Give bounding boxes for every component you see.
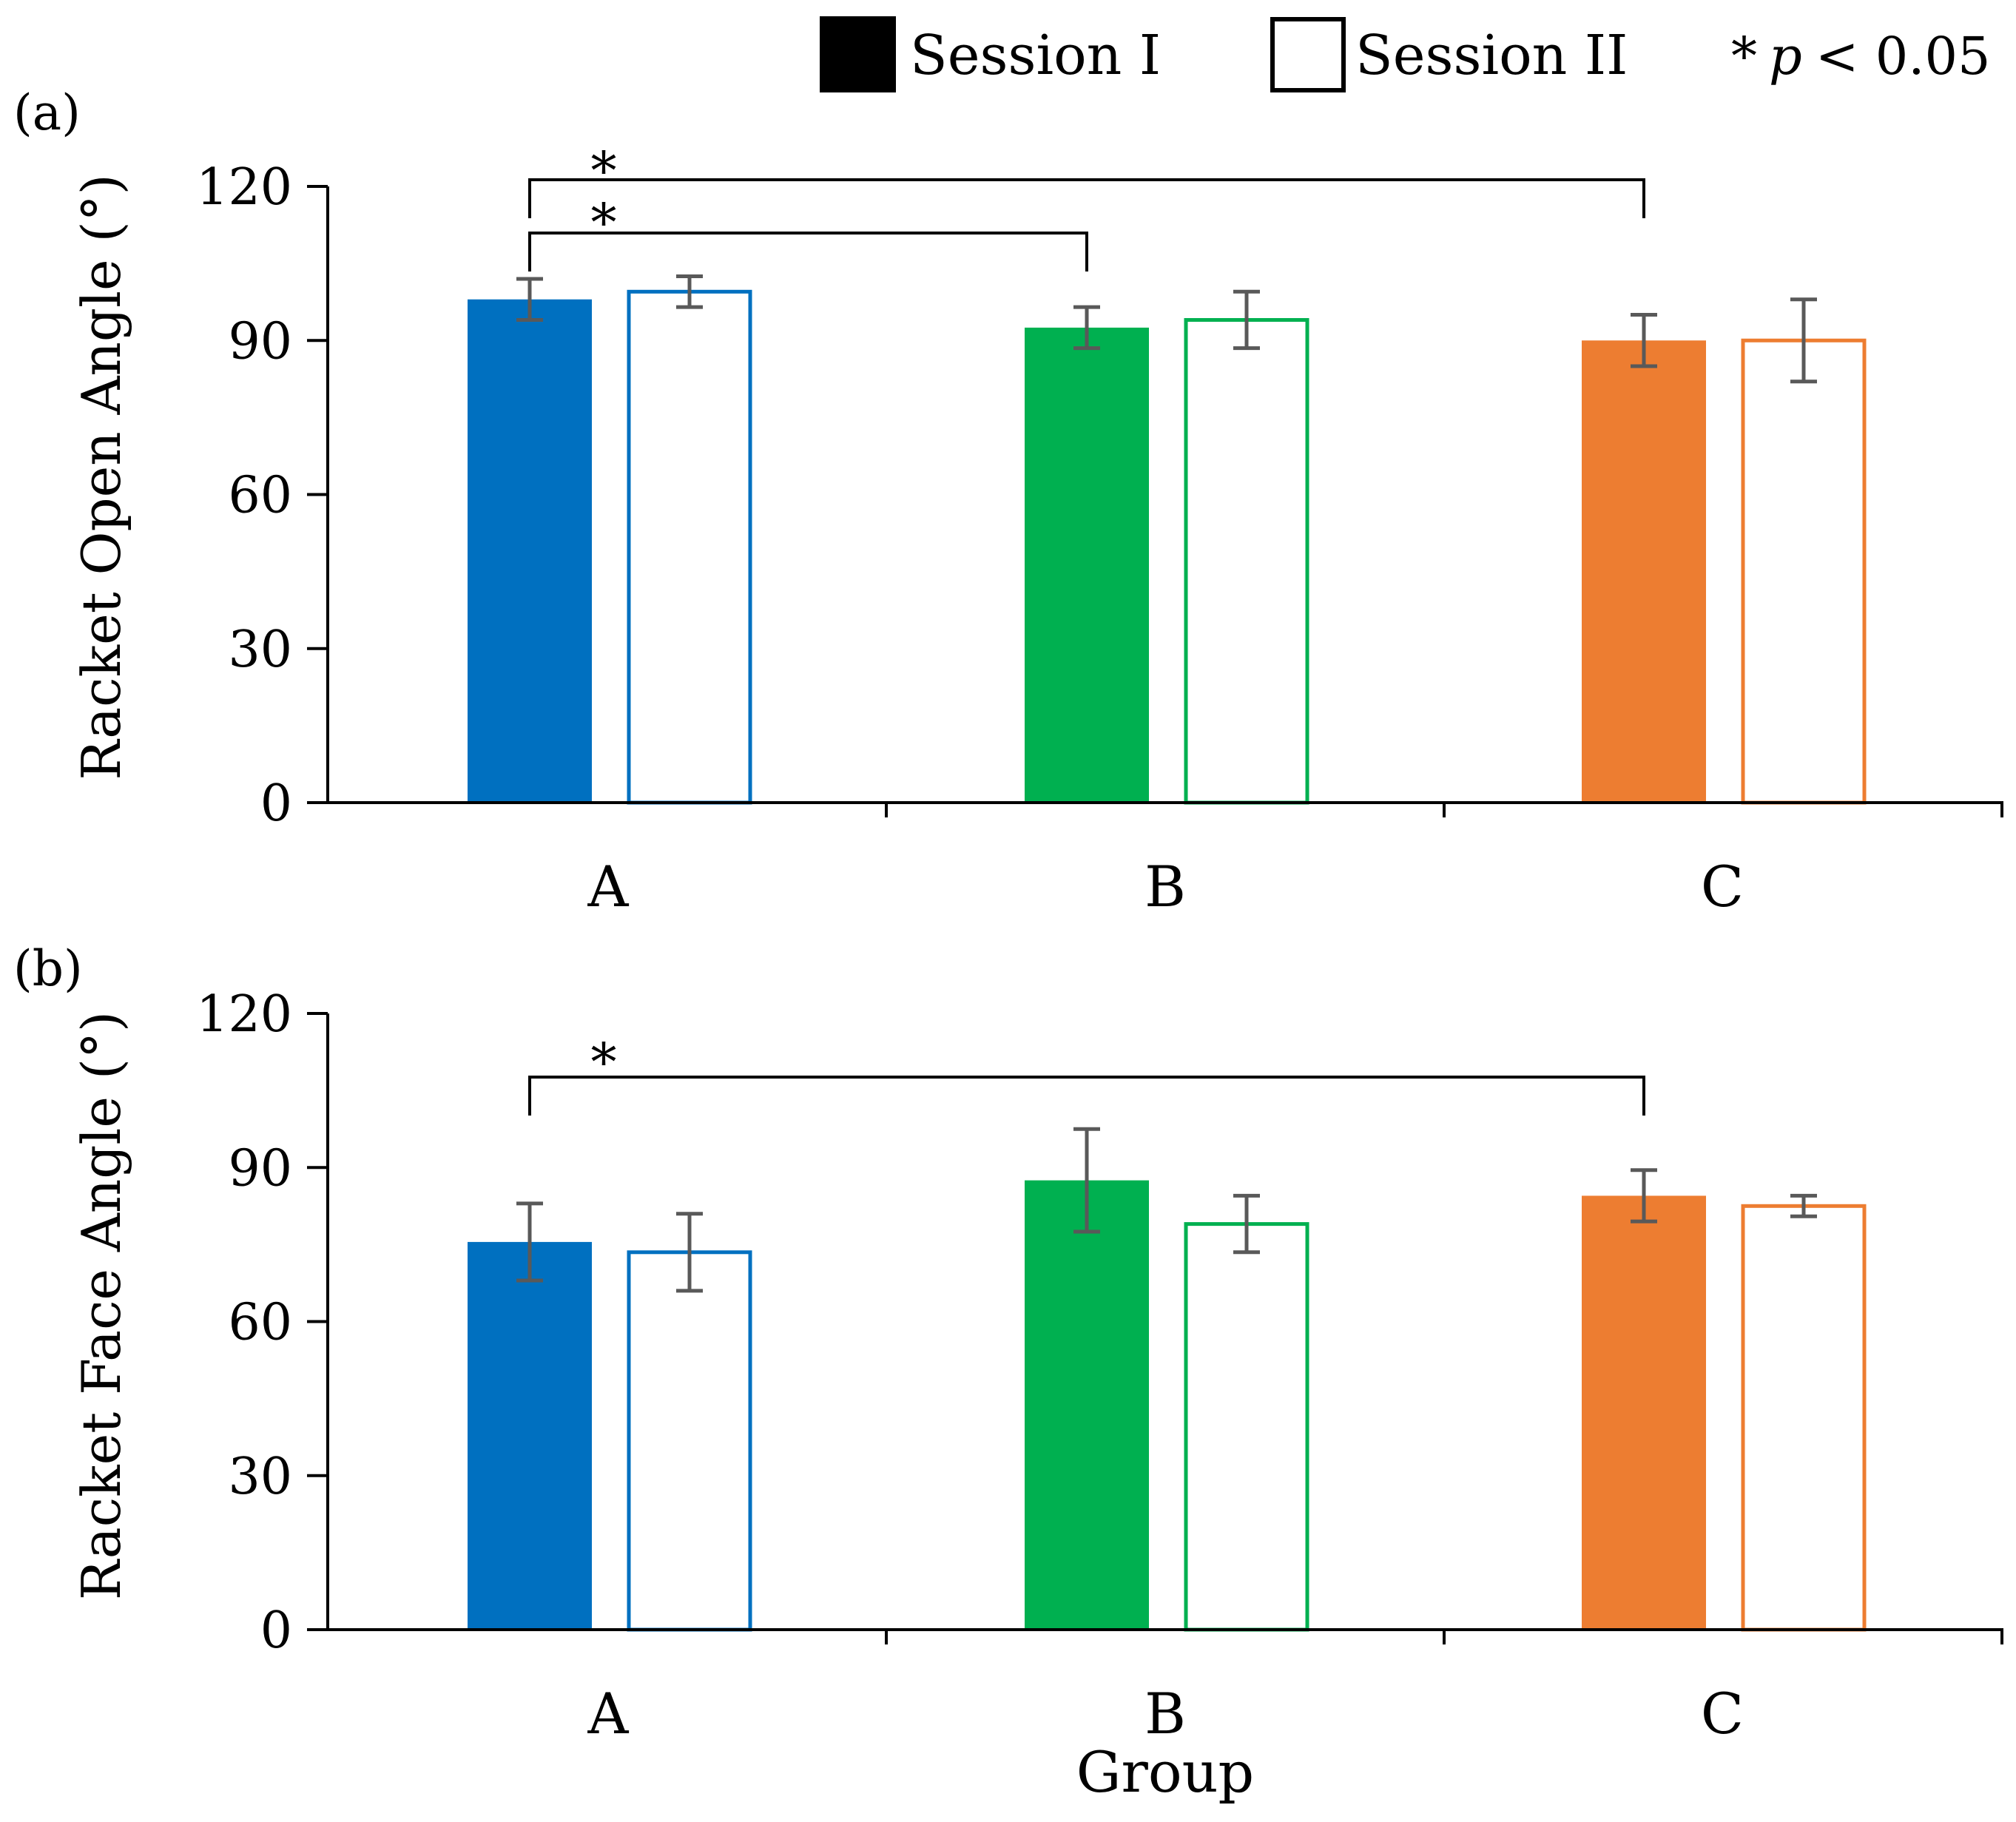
y-axis-label-b: Racket Face Angle (°): [70, 1011, 132, 1600]
legend-sig-rest: < 0.05: [1816, 26, 1991, 87]
y-tick-label-a-3: 90: [228, 312, 292, 371]
bar-a-A-s2: [627, 289, 752, 805]
y-tick-label-a-0: 0: [260, 775, 292, 833]
bar-a-A-s1: [468, 299, 592, 803]
error-bar-b-B-s2: [1233, 1193, 1260, 1255]
error-bar-a-C-s1: [1631, 313, 1657, 368]
bar-a-C-s2: [1741, 338, 1867, 805]
significance-brackets-a: **: [528, 141, 1645, 271]
legend-label-session-2: Session II: [1355, 24, 1628, 87]
bar-b-C-s2: [1741, 1204, 1867, 1632]
x-axis-label: Group: [1076, 1739, 1254, 1805]
error-bar-b-A-s2: [676, 1212, 703, 1293]
y-tick-label-a-4: 120: [196, 158, 292, 217]
sig-bracket-a-A-C: [528, 178, 1645, 218]
axes-a: [307, 186, 2003, 817]
bars-b: [468, 1180, 1867, 1632]
bar-b-A-s2: [627, 1250, 752, 1632]
x-tick-label-a-A: A: [587, 854, 630, 920]
bars-a: [468, 289, 1867, 805]
sig-bracket-b-A-C: [528, 1076, 1645, 1116]
legend-significance-note: * p < 0.05: [1731, 26, 1991, 87]
error-bars-a: [516, 274, 1817, 384]
y-ticks-b: 0 30 60 90 120: [196, 985, 328, 1660]
x-tick-labels-b: A B C: [587, 1681, 1744, 1747]
panel-label-b: (b): [13, 940, 83, 997]
error-bar-b-C-s1: [1631, 1168, 1657, 1224]
error-bar-a-A-s2: [676, 274, 703, 309]
legend-swatch-session-2: [1270, 17, 1346, 92]
y-axis-label-a: Racket Open Angle (°): [70, 174, 132, 780]
error-bar-b-C-s2: [1790, 1193, 1817, 1218]
bar-a-B-s2: [1184, 317, 1309, 805]
y-tick-label-a-2: 60: [228, 467, 292, 525]
error-bar-b-A-s1: [516, 1201, 543, 1283]
legend-swatch-session-1: [820, 16, 896, 92]
x-tick-label-b-B: B: [1144, 1681, 1186, 1747]
legend: Session I Session II * p < 0.05: [820, 16, 1991, 92]
legend-sig-star: *: [1731, 26, 1757, 87]
y-tick-label-a-1: 30: [228, 621, 292, 679]
axes-b: [307, 1013, 2003, 1644]
error-bar-a-A-s1: [516, 277, 543, 322]
panel-label-a: (a): [13, 84, 81, 141]
error-bar-a-B-s2: [1233, 289, 1260, 351]
significance-brackets-b: *: [528, 1032, 1645, 1116]
y-tick-label-b-3: 90: [228, 1139, 292, 1198]
error-bars-b: [516, 1127, 1817, 1293]
bar-b-B-s2: [1184, 1222, 1309, 1632]
sig-star-a-A-C: *: [591, 141, 617, 201]
legend-label-session-1: Session I: [910, 24, 1161, 87]
panel-b: (b) Racket Face Angle (°) 0 30 60 90 120 * A…: [13, 940, 2003, 1805]
sig-star-a-A-B: *: [591, 192, 617, 253]
bar-a-C-s1: [1582, 340, 1706, 803]
bar-b-C-s1: [1582, 1195, 1706, 1630]
y-tick-label-b-0: 0: [260, 1602, 292, 1660]
sig-bracket-a-A-B: [528, 232, 1088, 271]
y-tick-label-b-2: 60: [228, 1294, 292, 1352]
bar-b-B-s1: [1025, 1180, 1149, 1630]
error-bar-a-B-s1: [1073, 305, 1100, 351]
y-ticks-a: 0 30 60 90 120: [196, 158, 328, 833]
x-tick-label-a-C: C: [1701, 854, 1744, 920]
x-tick-label-a-B: B: [1144, 854, 1186, 920]
x-tick-label-b-A: A: [587, 1681, 630, 1747]
bar-b-A-s1: [468, 1241, 592, 1630]
sig-star-b-A-C: *: [591, 1032, 617, 1093]
x-tick-labels-a: A B C: [587, 854, 1744, 920]
error-bar-a-C-s2: [1790, 297, 1817, 384]
legend-sig-p: p: [1769, 26, 1802, 87]
y-tick-label-b-1: 30: [228, 1448, 292, 1506]
bar-a-B-s1: [1025, 327, 1149, 803]
error-bar-b-B-s1: [1073, 1127, 1100, 1234]
x-tick-label-b-C: C: [1701, 1681, 1744, 1747]
y-tick-label-b-4: 120: [196, 985, 292, 1044]
